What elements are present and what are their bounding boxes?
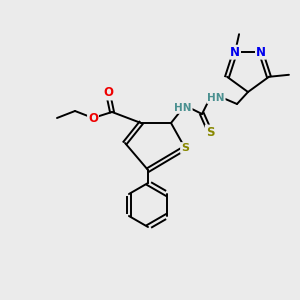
Text: O: O: [88, 112, 98, 124]
Text: HN: HN: [207, 93, 225, 103]
Text: N: N: [256, 46, 266, 59]
Text: N: N: [230, 46, 240, 59]
Text: S: S: [206, 125, 214, 139]
Text: HN: HN: [174, 103, 192, 113]
Text: O: O: [103, 86, 113, 100]
Text: S: S: [181, 143, 189, 153]
